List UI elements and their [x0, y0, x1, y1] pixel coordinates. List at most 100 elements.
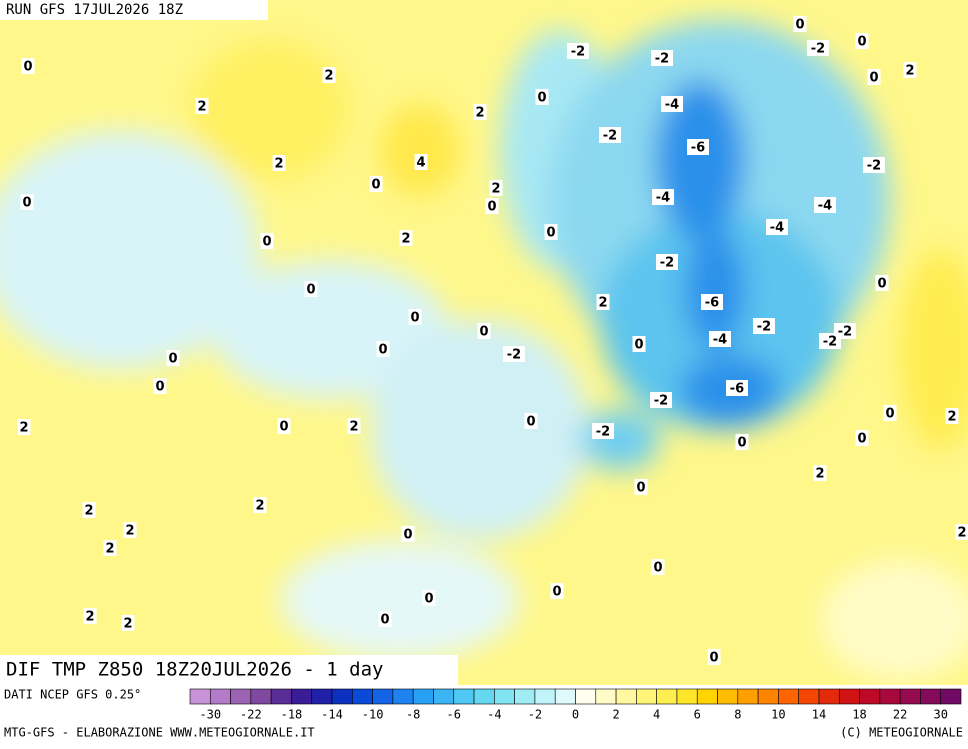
colorbar-swatch	[393, 689, 413, 704]
colorbar-label: 0	[572, 708, 579, 722]
contour-label: 2	[274, 157, 283, 172]
colorbar-swatch	[576, 689, 596, 704]
colorbar-swatch	[677, 689, 697, 704]
contour-label: -4	[818, 199, 832, 214]
contour-label: -6	[730, 382, 744, 397]
contour-label: 0	[546, 226, 555, 241]
contour-label: 2	[125, 524, 134, 539]
colorbar-swatch	[535, 689, 555, 704]
colorbar-swatch	[332, 689, 352, 704]
colorbar-label: 30	[933, 708, 947, 722]
contour-label: 0	[479, 325, 488, 340]
run-info: RUN GFS 17JUL2026 18Z	[6, 2, 183, 18]
contour-label: 0	[737, 436, 746, 451]
contour-label: 0	[23, 60, 32, 75]
contour-label: 0	[877, 277, 886, 292]
contour-label: -2	[655, 52, 669, 67]
colorbar-swatch	[657, 689, 677, 704]
colorbar-swatch	[596, 689, 616, 704]
contour-label: 0	[279, 420, 288, 435]
contour-label: 0	[378, 343, 387, 358]
contour-label: 2	[401, 232, 410, 247]
contour-label: 2	[957, 526, 966, 541]
colorbar-swatch	[819, 689, 839, 704]
contour-label: 2	[349, 420, 358, 435]
colorbar-swatch	[900, 689, 920, 704]
colorbar-swatch	[778, 689, 798, 704]
colorbar-label: -18	[281, 708, 303, 722]
colorbar-swatch	[718, 689, 738, 704]
contour-label: 2	[905, 64, 914, 79]
contour-label: -2	[757, 320, 771, 335]
colorbar-swatch	[454, 689, 474, 704]
contour-label: 2	[123, 617, 132, 632]
contour-label: 0	[155, 380, 164, 395]
contour-label: 2	[947, 410, 956, 425]
contour-label: -2	[660, 256, 674, 271]
contour-label: 0	[634, 338, 643, 353]
footer-right: (C) METEOGIORNALE	[840, 726, 963, 740]
contour-label: 0	[636, 481, 645, 496]
colorbar-swatch	[373, 689, 393, 704]
contour-label: 2	[815, 467, 824, 482]
contour-label: -6	[691, 141, 705, 156]
contour-label: -2	[507, 348, 521, 363]
contour-label: 0	[168, 352, 177, 367]
contour-label: 0	[403, 528, 412, 543]
contour-label: 0	[380, 613, 389, 628]
colorbar-label: -30	[199, 708, 221, 722]
contour-label: 0	[487, 200, 496, 215]
contour-label: 0	[857, 35, 866, 50]
colorbar-swatch	[860, 689, 880, 704]
contour-label: -4	[770, 221, 784, 236]
colorbar-swatch	[799, 689, 819, 704]
colorbar-swatch	[839, 689, 859, 704]
colorbar-swatch	[555, 689, 575, 704]
colorbar-swatch	[352, 689, 372, 704]
colorbar-swatch	[231, 689, 251, 704]
colorbar-swatch	[758, 689, 778, 704]
contour-label: -2	[823, 335, 837, 350]
contour-label: 2	[197, 100, 206, 115]
colorbar-label: -2	[528, 708, 542, 722]
colorbar-label: -14	[321, 708, 343, 722]
contour-label: 0	[795, 18, 804, 33]
contour-label: 0	[653, 561, 662, 576]
colorbar-label: -22	[240, 708, 262, 722]
contour-label: -2	[654, 394, 668, 409]
colorbar-swatch	[636, 689, 656, 704]
contour-label: 2	[84, 504, 93, 519]
colorbar-swatch	[210, 689, 230, 704]
colorbar-swatch	[738, 689, 758, 704]
contour-label: -2	[867, 159, 881, 174]
colorbar-swatch	[312, 689, 332, 704]
colorbar-swatch	[697, 689, 717, 704]
contour-label: -2	[596, 425, 610, 440]
contour-label: 0	[424, 592, 433, 607]
contour-label: -4	[656, 191, 670, 206]
contour-label: 0	[262, 235, 271, 250]
colorbar-swatch	[616, 689, 636, 704]
colorbar-label: -8	[406, 708, 420, 722]
contour-label: 2	[491, 182, 500, 197]
footer-left: MTG-GFS - ELABORAZIONE WWW.METEOGIORNALE…	[4, 726, 315, 740]
contour-label: 0	[371, 178, 380, 193]
colorbar-label: -4	[487, 708, 501, 722]
contour-label: -4	[713, 333, 727, 348]
contour-label: 0	[869, 71, 878, 86]
contour-label: 0	[306, 283, 315, 298]
colorbar-label: 2	[612, 708, 619, 722]
colorbar-swatch	[413, 689, 433, 704]
colorbar-swatch	[190, 689, 210, 704]
contour-label: 0	[537, 91, 546, 106]
colorbar-swatch	[271, 689, 291, 704]
colorbar-label: 10	[771, 708, 785, 722]
contour-label: 0	[709, 651, 718, 666]
contour-label: -2	[571, 45, 585, 60]
data-source: DATI NCEP GFS 0.25°	[4, 688, 141, 702]
colorbar-label: 4	[653, 708, 660, 722]
contour-label: 0	[410, 311, 419, 326]
contour-label: -6	[705, 296, 719, 311]
colorbar-label: 22	[893, 708, 907, 722]
